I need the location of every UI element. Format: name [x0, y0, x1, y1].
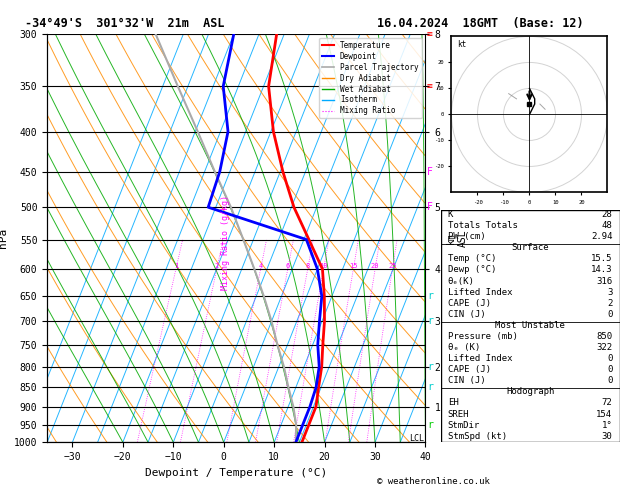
- Text: θₑ (K): θₑ (K): [448, 343, 480, 352]
- Text: r: r: [427, 420, 433, 430]
- Legend: Temperature, Dewpoint, Parcel Trajectory, Dry Adiabat, Wet Adiabat, Isotherm, Mi: Temperature, Dewpoint, Parcel Trajectory…: [320, 38, 421, 119]
- Text: 1: 1: [174, 263, 178, 269]
- X-axis label: Dewpoint / Temperature (°C): Dewpoint / Temperature (°C): [145, 468, 328, 478]
- Text: 15: 15: [349, 263, 357, 269]
- Text: θₑ(K): θₑ(K): [448, 277, 475, 286]
- Text: Mixing Ratio (g/kg): Mixing Ratio (g/kg): [221, 195, 230, 291]
- Text: CAPE (J): CAPE (J): [448, 365, 491, 374]
- Text: r: r: [427, 316, 433, 326]
- Text: Hodograph: Hodograph: [506, 387, 554, 397]
- Text: 14.3: 14.3: [591, 265, 613, 275]
- Text: Lifted Index: Lifted Index: [448, 288, 513, 296]
- Text: 10: 10: [320, 263, 328, 269]
- Text: 8: 8: [306, 263, 310, 269]
- Text: 4: 4: [259, 263, 263, 269]
- Text: CIN (J): CIN (J): [448, 310, 486, 319]
- Text: 850: 850: [596, 332, 613, 341]
- Text: 2.94: 2.94: [591, 232, 613, 241]
- Text: PW (cm): PW (cm): [448, 232, 486, 241]
- Text: Lifted Index: Lifted Index: [448, 354, 513, 363]
- Text: 15.5: 15.5: [591, 254, 613, 263]
- Text: Most Unstable: Most Unstable: [495, 321, 565, 330]
- Text: EH: EH: [448, 399, 459, 407]
- Text: CAPE (J): CAPE (J): [448, 299, 491, 308]
- Text: ≡: ≡: [427, 29, 433, 39]
- Text: 20: 20: [371, 263, 379, 269]
- Text: kt: kt: [457, 40, 466, 49]
- Text: r: r: [427, 382, 433, 392]
- Text: r: r: [427, 362, 433, 372]
- Text: 154: 154: [596, 410, 613, 418]
- Text: StmSpd (kt): StmSpd (kt): [448, 432, 507, 441]
- Text: K: K: [448, 210, 454, 219]
- Text: LCL: LCL: [409, 434, 424, 443]
- Text: Pressure (mb): Pressure (mb): [448, 332, 518, 341]
- Text: Temp (°C): Temp (°C): [448, 254, 496, 263]
- Text: 48: 48: [602, 221, 613, 230]
- Text: 72: 72: [602, 399, 613, 407]
- Text: 2: 2: [214, 263, 219, 269]
- Text: 30: 30: [602, 432, 613, 441]
- Text: 6: 6: [286, 263, 290, 269]
- Text: 0: 0: [607, 354, 613, 363]
- Text: 28: 28: [602, 210, 613, 219]
- Text: 3: 3: [607, 288, 613, 296]
- Text: 0: 0: [607, 376, 613, 385]
- Text: Totals Totals: Totals Totals: [448, 221, 518, 230]
- Text: © weatheronline.co.uk: © weatheronline.co.uk: [377, 477, 490, 486]
- Text: 25: 25: [388, 263, 397, 269]
- Text: ≡: ≡: [427, 81, 433, 91]
- Text: 0: 0: [607, 310, 613, 319]
- Text: F: F: [427, 202, 433, 212]
- Text: 316: 316: [596, 277, 613, 286]
- Text: F: F: [427, 167, 433, 176]
- Text: 2: 2: [607, 299, 613, 308]
- Text: SREH: SREH: [448, 410, 469, 418]
- Text: Dewp (°C): Dewp (°C): [448, 265, 496, 275]
- Y-axis label: hPa: hPa: [0, 228, 8, 248]
- Text: Surface: Surface: [511, 243, 549, 252]
- Text: 1°: 1°: [602, 420, 613, 430]
- Text: -34°49'S  301°32'W  21m  ASL: -34°49'S 301°32'W 21m ASL: [25, 17, 225, 30]
- Text: r: r: [427, 291, 433, 301]
- Text: 0: 0: [607, 365, 613, 374]
- Text: 16.04.2024  18GMT  (Base: 12): 16.04.2024 18GMT (Base: 12): [377, 17, 584, 30]
- Text: StmDir: StmDir: [448, 420, 480, 430]
- Y-axis label: km
ASL: km ASL: [446, 229, 467, 247]
- Text: 322: 322: [596, 343, 613, 352]
- Text: CIN (J): CIN (J): [448, 376, 486, 385]
